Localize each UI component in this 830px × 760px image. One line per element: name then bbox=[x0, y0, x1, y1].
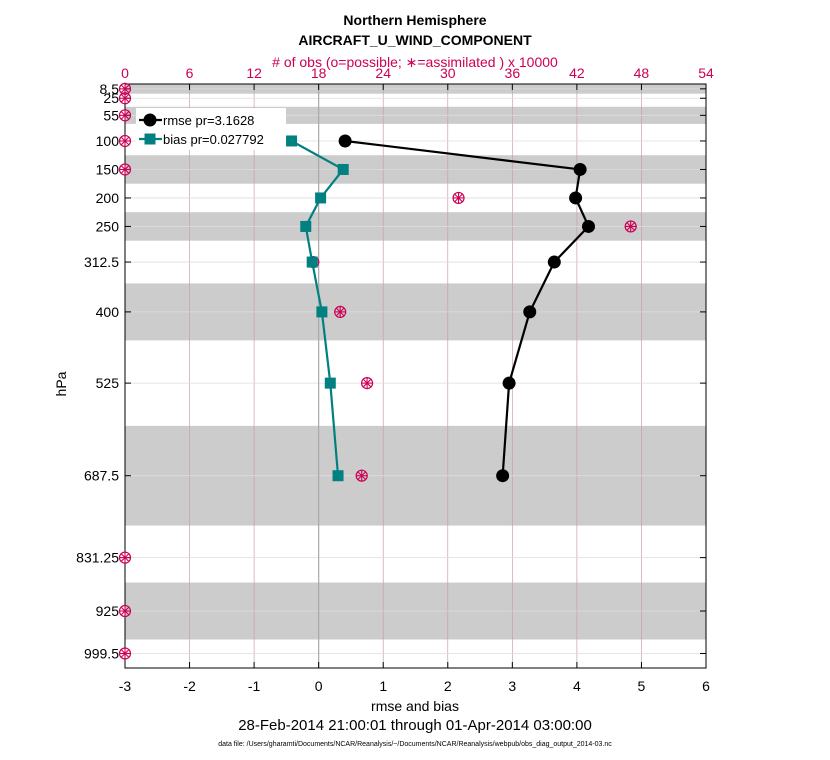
y-tick-label: 150 bbox=[96, 161, 120, 177]
top-tick-label: 0 bbox=[121, 65, 129, 81]
x-tick-label: 0 bbox=[315, 678, 323, 694]
top-tick-label: 12 bbox=[246, 65, 262, 81]
asterisk-stroke bbox=[335, 307, 345, 317]
rmse-point bbox=[338, 134, 352, 148]
asterisk-stroke bbox=[453, 193, 464, 203]
asterisk-stroke bbox=[120, 136, 130, 146]
rmse-point bbox=[582, 219, 596, 233]
x-tick-label: 5 bbox=[638, 678, 646, 694]
asterisk-stroke bbox=[120, 93, 130, 103]
asterisk-stroke bbox=[626, 221, 636, 232]
x-tick-label: 1 bbox=[379, 678, 387, 694]
y-tick-label: 831.25 bbox=[76, 550, 119, 566]
top-tick-label: 18 bbox=[311, 65, 327, 81]
y-tick-label: 925 bbox=[96, 603, 120, 619]
top-tick-label: 54 bbox=[698, 65, 714, 81]
obs-assimilated-marker bbox=[119, 134, 131, 147]
date-range: 28-Feb-2014 21:00:01 through 01-Apr-2014… bbox=[238, 717, 592, 734]
bias-point bbox=[286, 135, 298, 147]
legend-label-1: bias pr=0.027792 bbox=[163, 132, 264, 147]
y-tick-label: 200 bbox=[96, 190, 120, 206]
obs-assimilated-marker bbox=[119, 647, 131, 660]
obs-assimilated-marker bbox=[119, 551, 131, 564]
plot-frame bbox=[124, 83, 707, 669]
y-tick-label: 687.5 bbox=[84, 468, 119, 484]
y-tick-label: 525 bbox=[96, 375, 120, 391]
x-tick-label: 3 bbox=[508, 678, 516, 694]
y-tick-label: 100 bbox=[96, 133, 120, 149]
obs-assimilated-marker bbox=[119, 109, 131, 122]
asterisk-stroke bbox=[357, 471, 367, 481]
rmse-point bbox=[573, 162, 587, 176]
bias-point bbox=[332, 470, 344, 482]
x-tick-label: 2 bbox=[444, 678, 452, 694]
obs-assimilated-marker bbox=[361, 377, 374, 390]
asterisk-stroke bbox=[120, 164, 130, 175]
top-tick-label: 48 bbox=[634, 65, 650, 81]
x-axis-label: rmse and bias bbox=[371, 698, 459, 714]
y-tick-label: 250 bbox=[96, 218, 120, 234]
y-tick-label: 312.5 bbox=[84, 254, 119, 270]
legend-label-0: rmse pr=3.1628 bbox=[163, 113, 254, 128]
bias-point bbox=[316, 306, 328, 318]
asterisk-stroke bbox=[120, 84, 130, 94]
obs-assimilated-marker bbox=[355, 469, 368, 482]
data-file-path: data file: /Users/gharamti/Documents/NCA… bbox=[218, 741, 612, 748]
top-tick-label: 42 bbox=[569, 65, 585, 81]
obs-assimilated-marker bbox=[119, 163, 131, 176]
legend: rmse pr=3.1628 bias pr=0.027792 bbox=[136, 108, 286, 150]
top-axis-label: # of obs (o=possible; ∗=assimilated ) x … bbox=[272, 54, 558, 70]
chart-title: Northern Hemisphere bbox=[343, 12, 486, 28]
asterisk-stroke bbox=[362, 378, 372, 388]
obs-assimilated-marker bbox=[624, 220, 637, 233]
asterisk-stroke bbox=[120, 553, 130, 563]
bias-point bbox=[306, 256, 318, 268]
legend-box bbox=[136, 108, 286, 150]
bias-point bbox=[315, 192, 327, 204]
rmse-point bbox=[547, 255, 561, 269]
obs-assimilated-marker bbox=[452, 191, 465, 204]
rmse-point bbox=[523, 305, 537, 319]
chart-subtitle: AIRCRAFT_U_WIND_COMPONENT bbox=[298, 32, 532, 48]
rmse-point bbox=[502, 376, 516, 390]
top-tick-label: 24 bbox=[375, 65, 391, 81]
asterisk-stroke bbox=[120, 606, 130, 616]
series-lines bbox=[286, 134, 596, 483]
asterisk-stroke bbox=[120, 110, 130, 120]
shaded-bands bbox=[125, 84, 706, 640]
obs-assimilated-marker bbox=[119, 605, 131, 618]
top-tick-label: 36 bbox=[505, 65, 521, 81]
legend-rmse-marker bbox=[143, 113, 157, 127]
y-tick-label: 55 bbox=[103, 107, 119, 123]
x-tick-label: -1 bbox=[248, 678, 261, 694]
rmse-point bbox=[569, 191, 583, 205]
top-tick-label: 30 bbox=[440, 65, 456, 81]
axis-ticks: -3 -2 -1 0 1 2 3 4 5 60 6 12 18 24 30 36 42 48 548.5255510… bbox=[76, 65, 714, 694]
legend-bias-marker bbox=[144, 133, 156, 145]
y-axis-label: hPa bbox=[53, 371, 69, 396]
y-tick-label: 999.5 bbox=[84, 645, 119, 661]
rmse-point bbox=[496, 469, 510, 483]
x-tick-label: -3 bbox=[119, 678, 132, 694]
y-tick-label: 8.5 bbox=[100, 81, 120, 97]
y-tick-label: 400 bbox=[96, 304, 120, 320]
y-tick-label: 25 bbox=[103, 90, 119, 106]
top-tick-label: 6 bbox=[186, 65, 194, 81]
asterisk-stroke bbox=[120, 648, 130, 659]
x-tick-label: -2 bbox=[183, 678, 196, 694]
obs-assimilated-marker bbox=[119, 92, 131, 105]
x-tick-label: 6 bbox=[702, 678, 710, 694]
bias-point bbox=[324, 377, 336, 389]
bias-point bbox=[337, 163, 349, 175]
obs-assimilated-marker bbox=[334, 305, 347, 318]
bias-point bbox=[300, 220, 312, 232]
x-tick-label: 4 bbox=[573, 678, 581, 694]
